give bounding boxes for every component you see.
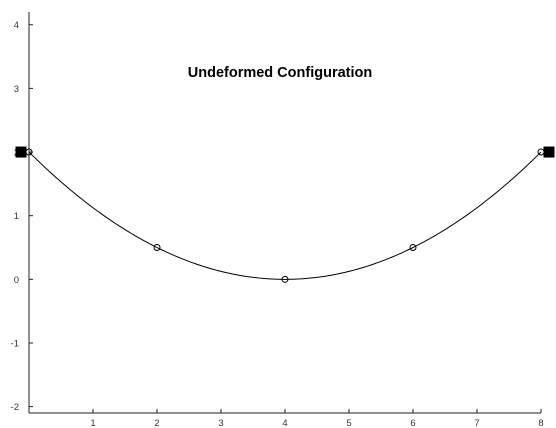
supports [15,146,555,158]
data-point [281,275,289,283]
y-tick-label: 4 [14,20,19,31]
chart-title: Undeformed Configuration [188,65,372,81]
support-square [543,146,555,158]
x-tick-label: 6 [410,418,415,428]
x-tick-label: 2 [154,418,159,428]
y-tick-label: -2 [11,402,19,413]
support-square [15,146,27,158]
y-tick-label: 3 [14,84,19,95]
ticks: -2-10123412345678 [11,20,544,428]
x-tick-label: 1 [90,418,95,428]
y-tick-label: -1 [11,338,19,349]
x-tick-label: 7 [474,418,479,428]
x-tick-label: 3 [218,418,223,428]
x-tick-label: 8 [538,418,543,428]
x-tick-label: 4 [282,418,287,428]
x-tick-label: 5 [346,418,351,428]
data-point [153,244,161,252]
deformed-curve [28,151,542,280]
y-tick-label: 1 [14,211,19,222]
data-point [409,244,417,252]
y-tick-label: 0 [14,275,19,286]
